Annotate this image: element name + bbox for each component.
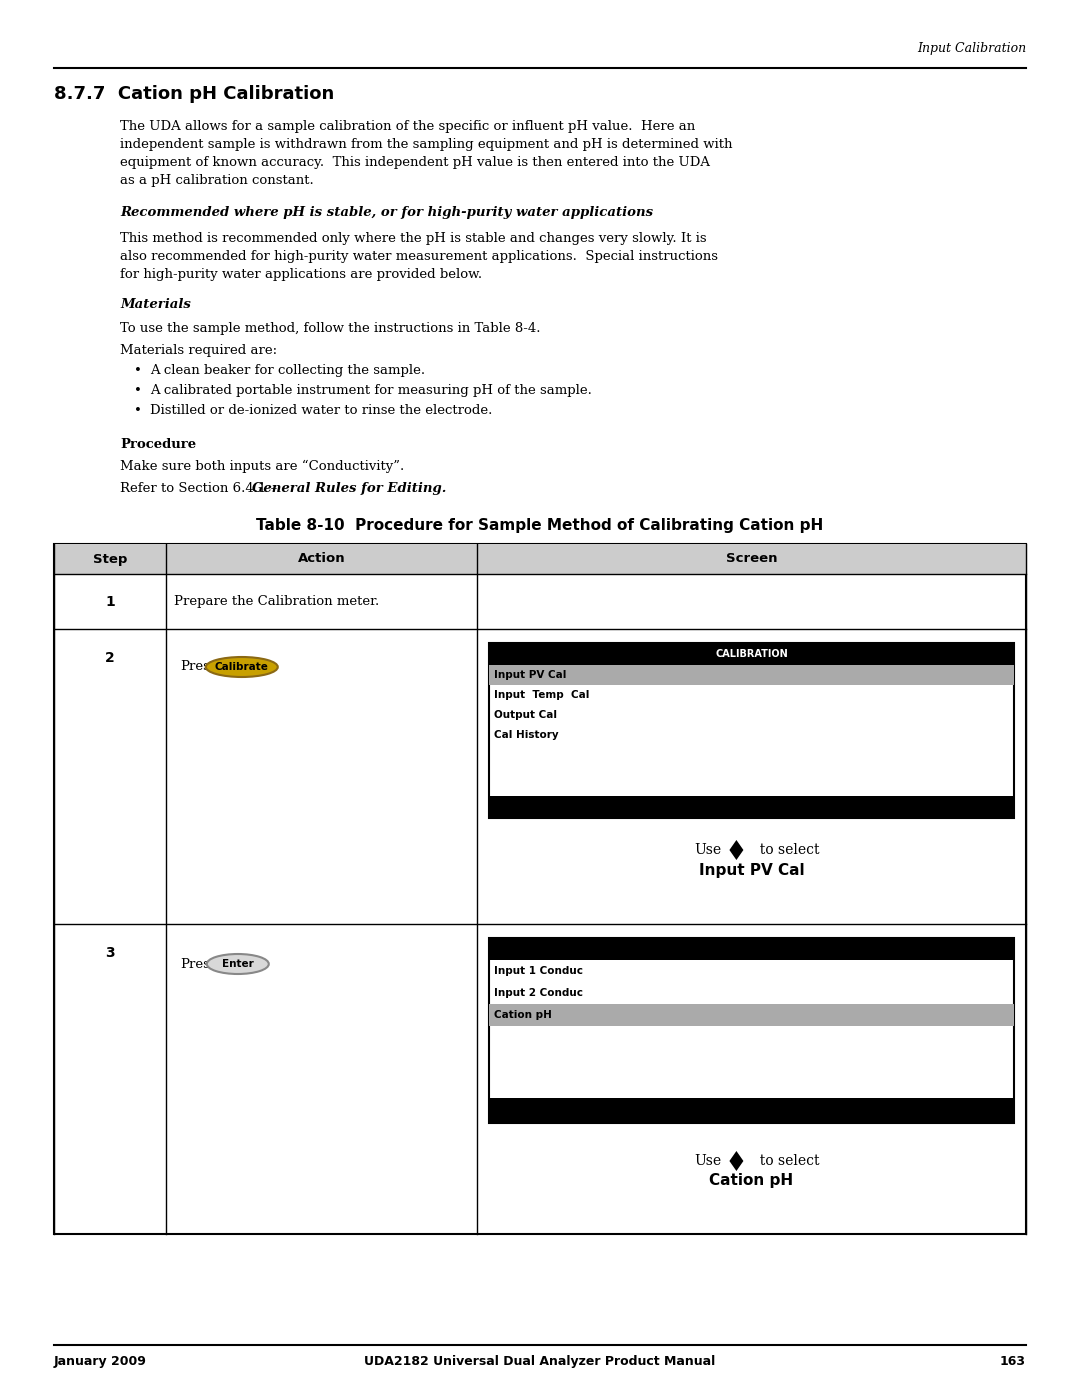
- Bar: [489, 796, 1014, 819]
- Text: Make sure both inputs are “Conductivity”.: Make sure both inputs are “Conductivity”…: [120, 460, 404, 474]
- Polygon shape: [729, 1151, 743, 1161]
- Text: Output Cal: Output Cal: [494, 710, 557, 719]
- Text: Materials: Materials: [120, 298, 191, 312]
- Text: General Rules for Editing.: General Rules for Editing.: [253, 482, 447, 495]
- Text: for high-purity water applications are provided below.: for high-purity water applications are p…: [120, 268, 482, 281]
- Text: 1: 1: [105, 595, 114, 609]
- Text: To use the sample method, follow the instructions in Table 8-4.: To use the sample method, follow the ins…: [120, 321, 540, 335]
- Text: Screen: Screen: [726, 552, 778, 566]
- Text: Procedure: Procedure: [120, 439, 197, 451]
- Polygon shape: [729, 840, 743, 849]
- Text: Cation pH: Cation pH: [710, 1173, 794, 1189]
- Text: also recommended for high-purity water measurement applications.  Special instru: also recommended for high-purity water m…: [120, 250, 718, 263]
- Text: Input 1 Conduc: Input 1 Conduc: [494, 965, 583, 977]
- Bar: [489, 643, 1014, 819]
- Bar: [489, 665, 1014, 685]
- Text: Use: Use: [694, 1154, 721, 1168]
- Text: •: •: [134, 384, 141, 397]
- Bar: [54, 543, 1026, 1234]
- Text: Cal History: Cal History: [494, 731, 558, 740]
- Text: to select: to select: [752, 1154, 820, 1168]
- Text: Input  Temp  Cal: Input Temp Cal: [494, 690, 590, 700]
- Text: Action: Action: [297, 552, 346, 566]
- Bar: [489, 1098, 1014, 1123]
- Polygon shape: [729, 849, 743, 861]
- Text: Refer to Section 6.4.1 –: Refer to Section 6.4.1 –: [120, 482, 282, 495]
- Text: A clean beaker for collecting the sample.: A clean beaker for collecting the sample…: [150, 365, 426, 377]
- Text: UDA2182 Universal Dual Analyzer Product Manual: UDA2182 Universal Dual Analyzer Product …: [364, 1355, 716, 1368]
- Text: as a pH calibration constant.: as a pH calibration constant.: [120, 175, 314, 187]
- Text: to select: to select: [752, 842, 820, 856]
- Bar: [489, 643, 1014, 665]
- Text: 163: 163: [1000, 1355, 1026, 1368]
- Text: Press: Press: [179, 661, 216, 673]
- Text: Calibrate: Calibrate: [215, 662, 269, 672]
- Ellipse shape: [206, 954, 269, 974]
- Text: Input Calibration: Input Calibration: [917, 42, 1026, 54]
- Text: 3: 3: [105, 946, 114, 960]
- Ellipse shape: [206, 657, 278, 678]
- Text: Distilled or de-ionized water to rinse the electrode.: Distilled or de-ionized water to rinse t…: [150, 404, 492, 416]
- Text: Prepare the Calibration meter.: Prepare the Calibration meter.: [174, 595, 379, 608]
- Text: Cation pH: Cation pH: [494, 1010, 552, 1020]
- Text: 8.7.7  Cation pH Calibration: 8.7.7 Cation pH Calibration: [54, 85, 334, 103]
- Text: Step: Step: [93, 552, 127, 566]
- Text: equipment of known accuracy.  This independent pH value is then entered into the: equipment of known accuracy. This indepe…: [120, 156, 710, 169]
- Text: •: •: [134, 404, 141, 416]
- Text: •: •: [134, 365, 141, 377]
- Polygon shape: [729, 1161, 743, 1171]
- Text: Enter: Enter: [221, 958, 254, 970]
- Text: Input PV Cal: Input PV Cal: [494, 671, 566, 680]
- Bar: [489, 937, 1014, 1123]
- Text: Input PV Cal: Input PV Cal: [699, 862, 805, 877]
- Text: 2: 2: [105, 651, 114, 665]
- Text: Table 8-10  Procedure for Sample Method of Calibrating Cation pH: Table 8-10 Procedure for Sample Method o…: [256, 518, 824, 534]
- Text: January 2009: January 2009: [54, 1355, 147, 1368]
- Bar: [489, 937, 1014, 960]
- Text: Recommended where pH is stable, or for high-purity water applications: Recommended where pH is stable, or for h…: [120, 205, 653, 219]
- Text: Materials required are:: Materials required are:: [120, 344, 278, 358]
- Bar: [489, 1004, 1014, 1025]
- Text: This method is recommended only where the pH is stable and changes very slowly. : This method is recommended only where th…: [120, 232, 706, 244]
- Text: CALIBRATION: CALIBRATION: [715, 650, 787, 659]
- Text: The UDA allows for a sample calibration of the specific or influent pH value.  H: The UDA allows for a sample calibration …: [120, 120, 696, 133]
- Text: independent sample is withdrawn from the sampling equipment and pH is determined: independent sample is withdrawn from the…: [120, 138, 732, 151]
- Text: Press: Press: [179, 957, 216, 971]
- Text: A calibrated portable instrument for measuring pH of the sample.: A calibrated portable instrument for mea…: [150, 384, 592, 397]
- Text: Use: Use: [694, 842, 721, 856]
- Text: Input 2 Conduc: Input 2 Conduc: [494, 988, 583, 997]
- Bar: [54, 543, 1026, 574]
